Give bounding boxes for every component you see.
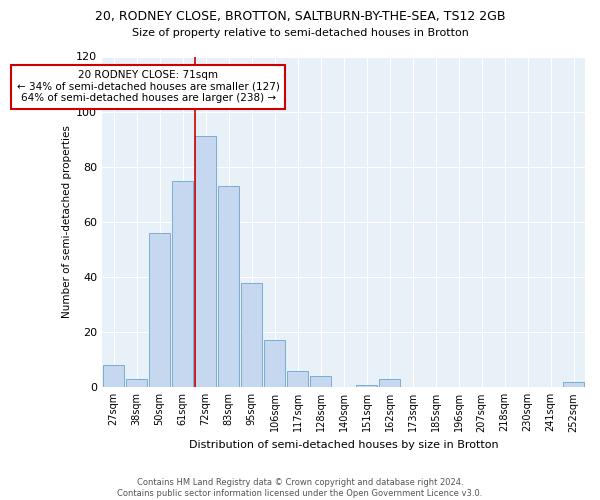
Bar xyxy=(126,379,147,388)
X-axis label: Distribution of semi-detached houses by size in Brotton: Distribution of semi-detached houses by … xyxy=(189,440,499,450)
Bar xyxy=(172,180,193,388)
Text: Contains HM Land Registry data © Crown copyright and database right 2024.
Contai: Contains HM Land Registry data © Crown c… xyxy=(118,478,482,498)
Bar xyxy=(195,136,216,388)
Bar xyxy=(149,233,170,388)
Text: 20, RODNEY CLOSE, BROTTON, SALTBURN-BY-THE-SEA, TS12 2GB: 20, RODNEY CLOSE, BROTTON, SALTBURN-BY-T… xyxy=(95,10,505,23)
Bar xyxy=(287,371,308,388)
Bar xyxy=(241,282,262,388)
Text: Size of property relative to semi-detached houses in Brotton: Size of property relative to semi-detach… xyxy=(131,28,469,38)
Bar xyxy=(264,340,285,388)
Bar xyxy=(563,382,584,388)
Bar xyxy=(310,376,331,388)
Bar xyxy=(218,186,239,388)
Y-axis label: Number of semi-detached properties: Number of semi-detached properties xyxy=(62,126,72,318)
Bar xyxy=(103,366,124,388)
Text: 20 RODNEY CLOSE: 71sqm
← 34% of semi-detached houses are smaller (127)
64% of se: 20 RODNEY CLOSE: 71sqm ← 34% of semi-det… xyxy=(17,70,280,104)
Bar xyxy=(379,379,400,388)
Bar xyxy=(356,384,377,388)
